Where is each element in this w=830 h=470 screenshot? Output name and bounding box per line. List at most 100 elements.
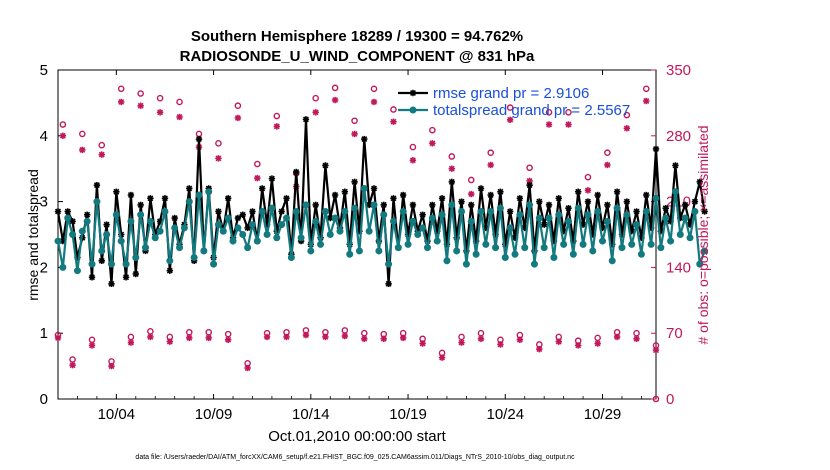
rmse-point [448, 178, 456, 186]
totalspread-point [341, 207, 349, 215]
totalspread-point [224, 214, 232, 222]
footer-data-file: data file: /Users/raeder/DAI/ATM_forcXX/… [135, 454, 575, 461]
totalspread-point [521, 244, 529, 252]
obs-count-possible-point [351, 117, 358, 125]
obs-count-assimilated-point [322, 333, 329, 341]
obs-count-assimilated-point [127, 339, 135, 346]
totalspread-point [132, 254, 140, 262]
obs-count-possible-point [477, 329, 485, 337]
totalspread-point [623, 211, 631, 219]
rmse-point [643, 191, 650, 199]
rmse-point [113, 188, 120, 195]
totalspread-point [526, 201, 534, 209]
obs-count-assimilated-point [555, 338, 562, 345]
totalspread-point [195, 191, 203, 199]
rmse-point [681, 201, 689, 209]
obs-count-possible-point [448, 153, 456, 160]
totalspread-point [691, 207, 699, 215]
rmse-point [239, 211, 246, 218]
left-axis-tick-label: 1 [40, 325, 48, 342]
obs-count-assimilated-point [283, 333, 290, 341]
left-axis-tick-label: 4 [40, 128, 48, 145]
obs-count-assimilated-point [234, 114, 242, 122]
totalspread-point [657, 244, 665, 252]
totalspread-point [545, 214, 553, 222]
totalspread-point [112, 211, 120, 219]
rmse-point [594, 191, 601, 199]
x-axis-label: Oct.01,2010 00:00:00 start [268, 428, 446, 445]
totalspread-point [307, 247, 315, 255]
obs-count-assimilated-point [137, 102, 144, 109]
totalspread-point [414, 231, 422, 238]
totalspread-point [326, 231, 334, 238]
totalspread-point [146, 217, 154, 225]
right-axis-tick-label: 280 [666, 128, 691, 145]
totalspread-point [122, 260, 130, 268]
obs-count-possible-point [545, 109, 553, 116]
obs-count-assimilated-point [59, 132, 67, 139]
totalspread-point [117, 237, 125, 245]
x-axis-tick-label: 10/14 [292, 406, 330, 423]
left-axis-tick-label: 0 [40, 391, 48, 408]
right-axis-label: # of obs: o=possible; ×=assimilated [695, 125, 711, 344]
obs-count-possible-point [584, 173, 592, 181]
obs-count-possible-point [642, 85, 650, 93]
x-axis-tick-label: 10/24 [487, 406, 525, 423]
totalspread-point [613, 204, 621, 212]
obs-count-assimilated-point [156, 109, 164, 116]
obs-count-assimilated-point [166, 338, 174, 345]
rmse-point [526, 181, 533, 189]
rmse-point [516, 195, 524, 202]
totalspread-point [530, 260, 538, 268]
rmse-point [132, 270, 139, 278]
chart-title-line-2: RADIOSONDE_U_WIND_COMPONENT @ 831 hPa [180, 48, 535, 65]
rmse-point [438, 195, 446, 202]
rmse-series-line [56, 118, 706, 285]
rmse-point [633, 208, 640, 215]
totalspread-point [579, 240, 587, 248]
rmse-point [122, 274, 130, 281]
rmse-point [701, 208, 708, 215]
totalspread-point [686, 234, 694, 242]
rmse-point [409, 201, 417, 209]
totalspread-point [336, 227, 344, 235]
rmse-point [555, 195, 562, 202]
obs-count-assimilated-point [633, 335, 640, 343]
rmse-point [312, 201, 319, 209]
totalspread-point [633, 221, 641, 229]
obs-count-assimilated-point [497, 341, 504, 348]
totalspread-point [443, 257, 451, 265]
rmse-point [506, 208, 514, 215]
right-axis-tick-label: 140 [666, 259, 691, 276]
rmse-point [662, 204, 669, 212]
obs-count-possible-point [360, 329, 368, 337]
obs-count-assimilated-point [108, 362, 115, 370]
totalspread-point [78, 227, 86, 235]
totalspread-point [647, 240, 655, 248]
legend-totalspread-label: totalspread grand pr = 2.5567 [433, 102, 630, 119]
totalspread-point [171, 224, 179, 232]
totalspread-point [467, 217, 475, 225]
totalspread-point [258, 207, 266, 215]
rmse-point [390, 195, 397, 202]
totalspread-point [696, 260, 704, 268]
obs-count-assimilated-point [361, 335, 368, 343]
totalspread-point [302, 201, 310, 209]
obs-count-assimilated-point [244, 364, 251, 372]
rmse-point [215, 208, 222, 215]
totalspread-point [166, 257, 174, 265]
obs-count-possible-point [506, 104, 514, 111]
rmse-point [429, 201, 436, 209]
totalspread-point [176, 244, 184, 252]
totalspread-point [458, 207, 466, 215]
totalspread-point [375, 247, 383, 255]
rmse-point [186, 185, 193, 192]
obs-count-assimilated-point [448, 165, 456, 172]
totalspread-point [64, 214, 72, 222]
totalspread-point [453, 247, 461, 255]
rmse-point [322, 162, 329, 169]
totalspread-point [88, 260, 96, 268]
totalspread-point [487, 207, 495, 215]
rmse-point [487, 191, 494, 199]
